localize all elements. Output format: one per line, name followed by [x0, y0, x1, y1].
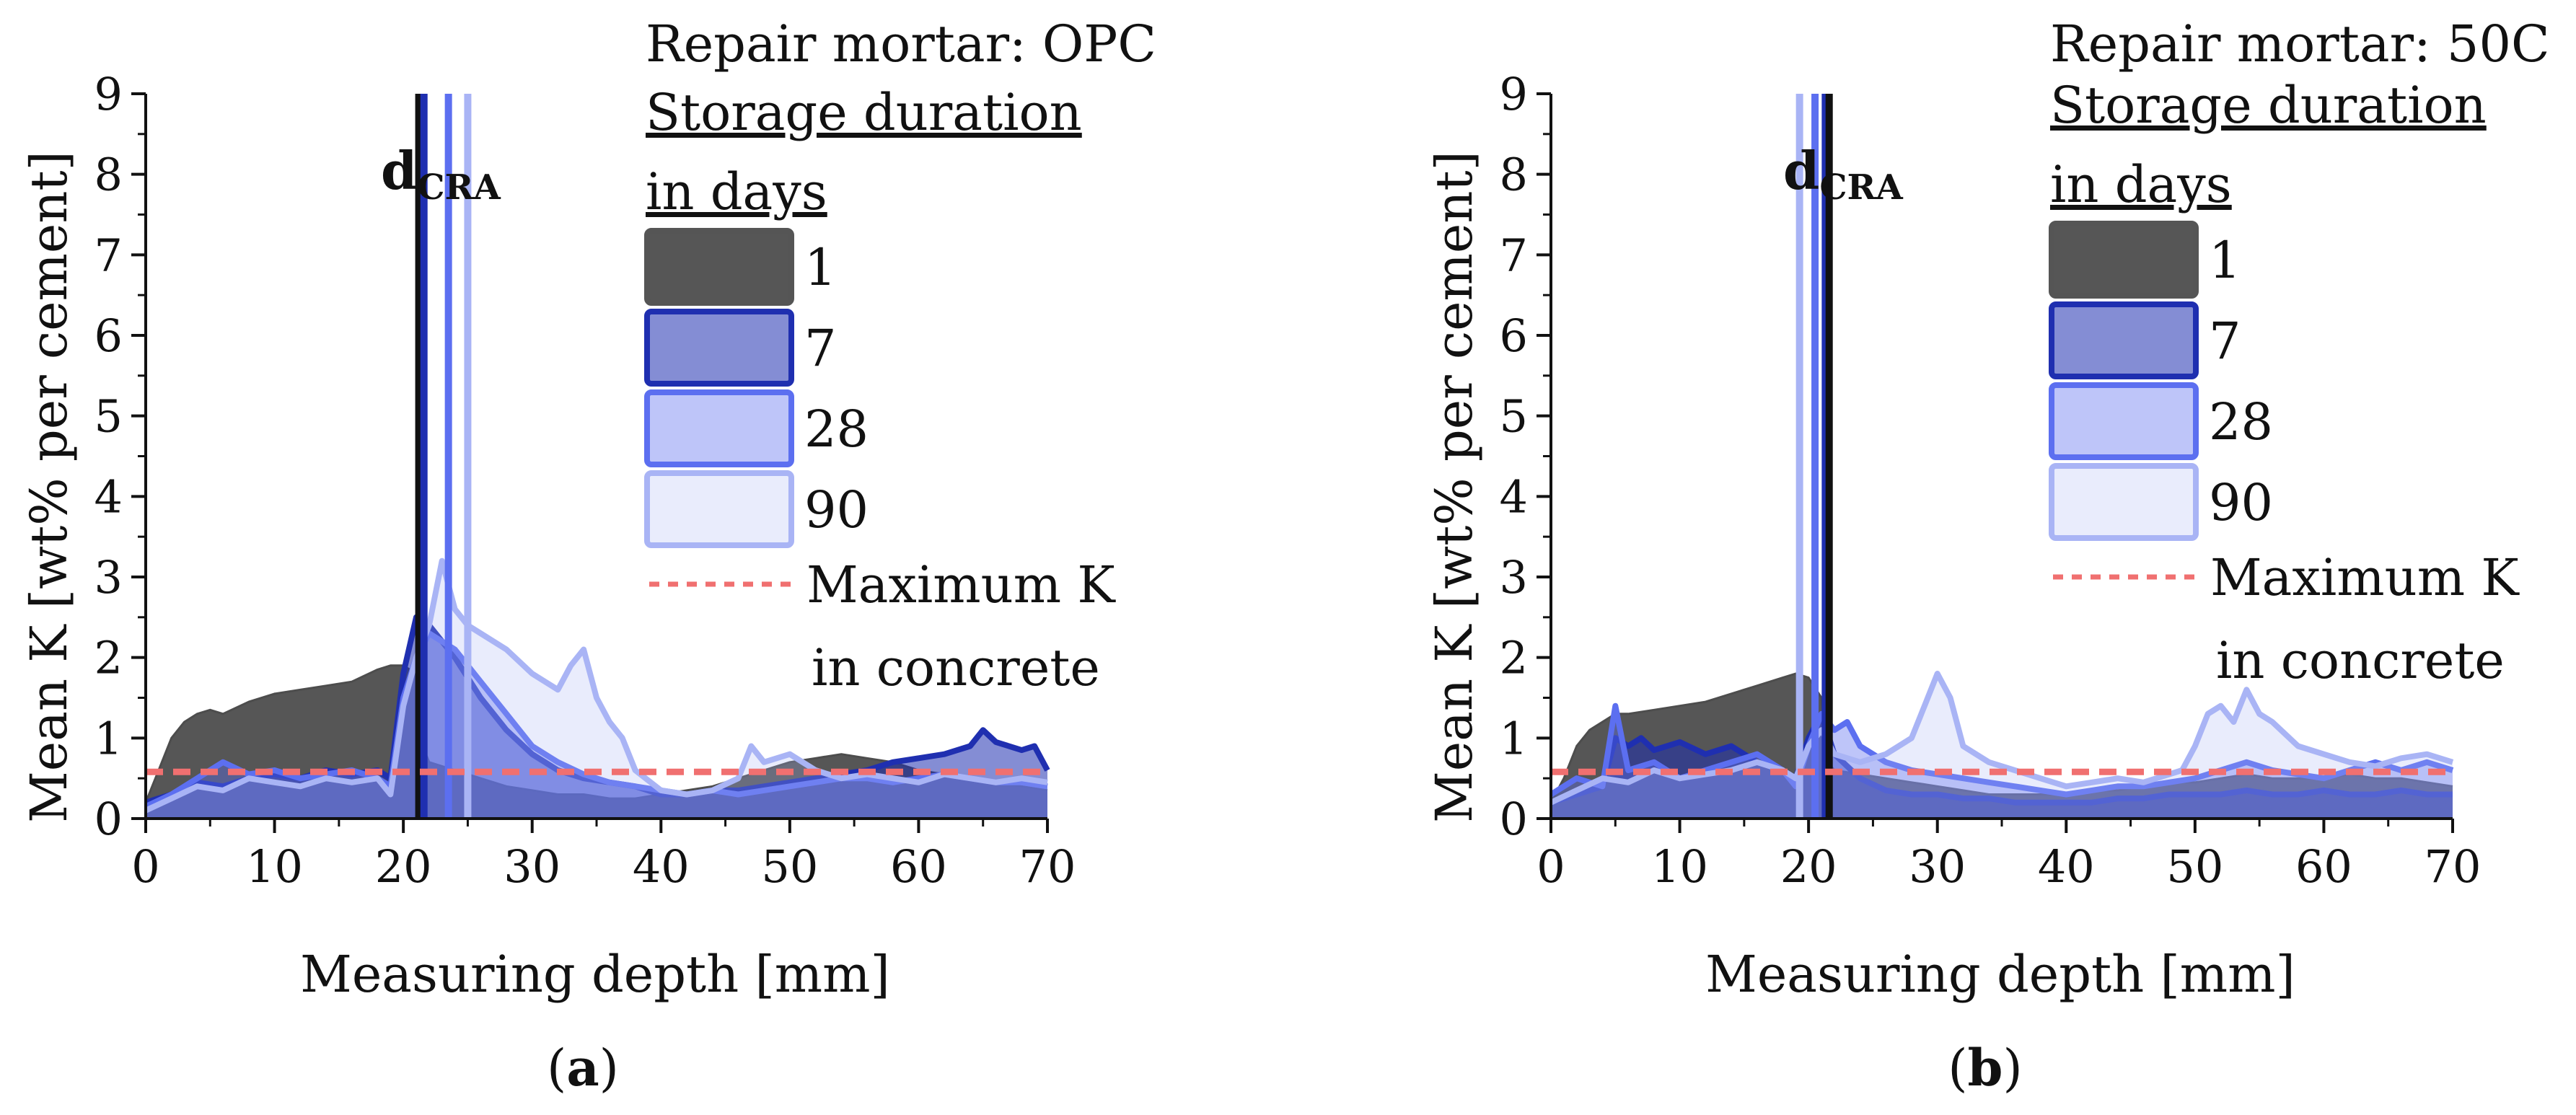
y-tick-label: 9	[94, 68, 123, 120]
legend-label-28: 28	[2209, 392, 2273, 451]
max-k-label-sub: in concrete	[2216, 631, 2505, 690]
series-line-1d	[1549, 672, 2453, 803]
legend-label-7: 7	[2209, 312, 2241, 371]
y-tick-label: 4	[94, 470, 123, 523]
series-area-28d	[1551, 705, 2453, 819]
x-tick-label: 30	[504, 840, 561, 893]
x-tick-label: 50	[2166, 840, 2223, 893]
legend-swatch-28	[644, 389, 794, 467]
chart-panel-a: 0 10 20 30 40 50 60 70 0 1 2 3 4 5 6 7 8 9 dCRA Mean K [w…	[19, 14, 1156, 1098]
x-tick-label: 70	[1019, 840, 1076, 893]
legend: 1 7 28 90 Maximum K in concrete	[2049, 221, 2520, 690]
x-axis-title: Measuring depth [mm]	[1705, 945, 2295, 1004]
series-group	[144, 558, 1050, 819]
y-tick-label: 0	[94, 793, 123, 845]
legend-swatch-7	[2049, 301, 2199, 379]
x-tick-label: 20	[375, 840, 432, 893]
legend-swatch-28	[2049, 382, 2199, 460]
x-tick-label: 30	[1909, 840, 1966, 893]
series-area-90d	[146, 560, 1047, 819]
y-tick-label: 8	[94, 149, 123, 201]
x-tick-label: 70	[2425, 840, 2482, 893]
chart-panel-b: 0 10 20 30 40 50 60 70 0 1 2 3 4 5 6 7 8 9 dCRA Mean K [w…	[1425, 14, 2550, 1098]
axes: 0 10 20 30 40 50 60 70 0 1 2 3 4 5 6 7 8 9	[94, 68, 1076, 893]
y-tick-label: 0	[1500, 793, 1528, 845]
series-line-7d	[1549, 710, 2453, 806]
panel-label: (a)	[547, 1038, 619, 1098]
legend-heading: Storage duration	[646, 83, 1082, 142]
y-tick-label: 8	[1500, 149, 1528, 201]
panel-label: (b)	[1948, 1038, 2023, 1098]
series-group	[1549, 671, 2454, 819]
legend-heading-sub: in days	[646, 162, 827, 221]
y-tick-label: 9	[1500, 68, 1528, 120]
max-k-label: Maximum K	[806, 555, 1116, 614]
legend-label-1: 1	[804, 238, 837, 297]
y-tick-label: 2	[94, 632, 123, 684]
y-axis-title: Mean K [wt% per cement]	[19, 151, 79, 823]
legend-swatch-90	[2049, 463, 2199, 541]
axes: 0 10 20 30 40 50 60 70 0 1 2 3 4 5 6 7 8 9	[1500, 68, 2482, 893]
y-tick-label: 6	[94, 309, 123, 362]
x-tick-label: 40	[2038, 840, 2095, 893]
series-area-28d	[146, 633, 1047, 819]
x-tick-label: 10	[246, 840, 303, 893]
series-area-7d	[146, 617, 1047, 819]
y-axis-title: Mean K [wt% per cement]	[1425, 151, 1484, 823]
legend-label-90: 90	[804, 480, 869, 539]
x-axis-title: Measuring depth [mm]	[300, 945, 890, 1004]
series-area-7d	[1551, 713, 2453, 819]
y-tick-label: 5	[94, 390, 123, 443]
legend: 1 7 28 90 Maximum K in concrete	[644, 228, 1116, 697]
legend-swatch-7	[644, 309, 794, 387]
series-line-28d	[144, 630, 1048, 809]
y-tick-label: 7	[94, 229, 123, 281]
legend-swatch-1	[2049, 221, 2199, 299]
y-tick-label: 5	[1500, 390, 1528, 443]
mortar-label: Repair mortar: 50C	[2050, 14, 2550, 74]
x-tick-label: 20	[1780, 840, 1837, 893]
max-k-label-sub: in concrete	[812, 638, 1100, 697]
y-tick-label: 7	[1500, 229, 1528, 281]
y-tick-label: 3	[1500, 551, 1528, 604]
x-tick-label: 50	[761, 840, 818, 893]
legend-swatch-1	[644, 228, 794, 306]
y-tick-label: 4	[1500, 470, 1528, 523]
y-tick-label: 3	[94, 551, 123, 604]
y-tick-label: 6	[1500, 309, 1528, 362]
dcra-label: dCRA	[1783, 140, 1903, 208]
legend-label-28: 28	[804, 400, 869, 459]
series-area-90d	[1551, 674, 2453, 819]
dcra-label: dCRA	[381, 140, 501, 208]
legend-swatch-90	[644, 470, 794, 548]
x-tick-label: 60	[2295, 840, 2352, 893]
dcra-lines	[415, 94, 472, 819]
x-tick-label: 40	[633, 840, 690, 893]
legend-heading-sub: in days	[2050, 155, 2232, 214]
mortar-label: Repair mortar: OPC	[646, 14, 1156, 74]
y-tick-label: 1	[94, 712, 123, 764]
legend-label-1: 1	[2209, 231, 2241, 290]
y-tick-label: 2	[1500, 632, 1528, 684]
legend-label-7: 7	[804, 319, 837, 378]
x-tick-label: 0	[1537, 840, 1565, 893]
x-tick-label: 60	[890, 840, 947, 893]
dcra-lines	[1795, 94, 1833, 819]
legend-label-90: 90	[2209, 473, 2273, 532]
x-tick-label: 10	[1651, 840, 1708, 893]
max-k-label: Maximum K	[2210, 548, 2520, 607]
legend-heading: Storage duration	[2050, 76, 2487, 135]
y-tick-label: 1	[1500, 712, 1528, 764]
series-line-90d	[1549, 671, 2454, 806]
x-tick-label: 0	[131, 840, 159, 893]
